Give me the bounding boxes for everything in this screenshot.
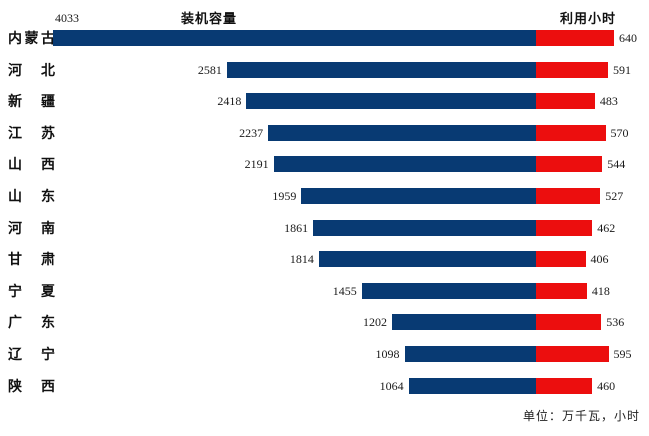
hours-bar (536, 124, 606, 141)
category-label: 新疆 (8, 93, 55, 110)
hours-value: 460 (597, 378, 616, 393)
capacity-value: 4033 (55, 11, 79, 25)
capacity-bar (273, 156, 536, 173)
hours-value: 462 (597, 220, 616, 235)
capacity-bar (268, 124, 536, 141)
chart-row: 江苏 2237 570 (0, 117, 649, 149)
capacity-bar (408, 377, 536, 394)
hours-bar (536, 377, 593, 394)
chart-row: 河北 2581 591 (0, 54, 649, 86)
hours-value: 536 (606, 315, 625, 330)
capacity-value: 1202 (363, 315, 387, 330)
chart-row: 山东 1959 527 (0, 180, 649, 212)
category-label: 山东 (8, 188, 55, 204)
hours-bar (536, 30, 614, 46)
category-label: 宁夏 (8, 282, 55, 299)
hours-bar (536, 251, 586, 268)
capacity-axis-title: 装机容量 (181, 11, 238, 26)
chart-row: 广东 1202 536 (0, 306, 649, 338)
capacity-value: 1064 (379, 378, 404, 393)
category-label: 甘肃 (8, 251, 55, 268)
capacity-bar (313, 219, 536, 236)
chart-row: 新疆 2418 483 (0, 85, 649, 117)
hours-value: 591 (613, 62, 631, 77)
capacity-value: 2191 (244, 157, 269, 172)
chart-row: 陕西 1064 460 (0, 370, 649, 402)
capacity-bar (361, 282, 536, 299)
chart-row: 河南 1861 462 (0, 212, 649, 244)
hours-value: 527 (605, 189, 624, 203)
capacity-value: 1861 (284, 220, 309, 235)
hours-value: 595 (613, 347, 632, 361)
hours-bar (536, 346, 609, 362)
capacity-bar (318, 251, 536, 268)
hours-axis-title: 利用小时 (560, 11, 617, 26)
hours-value: 544 (607, 157, 626, 172)
hours-value: 640 (619, 31, 637, 45)
capacity-bar (392, 314, 536, 331)
hours-bar (536, 219, 593, 236)
category-label: 广东 (8, 314, 55, 331)
unit-note: 单位：万千瓦，小时 (522, 409, 640, 423)
capacity-value: 1455 (332, 283, 357, 298)
hours-bar (536, 188, 601, 204)
capacity-value: 2581 (197, 62, 222, 77)
category-label: 河南 (8, 219, 55, 236)
capacity-value: 1814 (289, 252, 314, 267)
hours-bar (536, 93, 595, 110)
hours-value: 418 (591, 283, 610, 298)
chart-row: 宁夏 1455 418 (0, 275, 649, 307)
chart-row: 辽宁 1098 595 (0, 338, 649, 370)
capacity-value: 1959 (272, 189, 297, 203)
chart-row: 甘肃 1814 406 (0, 243, 649, 275)
capacity-bar (53, 30, 536, 46)
hours-value: 406 (590, 252, 609, 267)
capacity-value: 2237 (239, 125, 264, 140)
chart-row: 内蒙古 4033 640 (0, 11, 649, 54)
capacity-value: 1098 (375, 347, 400, 361)
capacity-value: 2418 (217, 94, 242, 109)
hours-bar (536, 282, 587, 299)
hours-bar (536, 156, 603, 173)
hours-bar (536, 61, 608, 78)
hours-value: 483 (599, 94, 618, 109)
category-label: 内蒙古 (8, 30, 55, 46)
capacity-bar (404, 346, 536, 362)
category-label: 河北 (8, 61, 55, 78)
category-label: 江苏 (8, 124, 55, 141)
hours-bar (536, 314, 602, 331)
category-label: 山西 (8, 156, 55, 173)
chart-row: 山西 2191 544 (0, 148, 649, 180)
capacity-bar (246, 93, 536, 110)
category-label: 辽宁 (8, 346, 55, 362)
category-label: 陕西 (8, 377, 55, 394)
hours-value: 570 (610, 125, 629, 140)
capacity-bar (226, 61, 536, 78)
capacity-bar (301, 188, 536, 204)
